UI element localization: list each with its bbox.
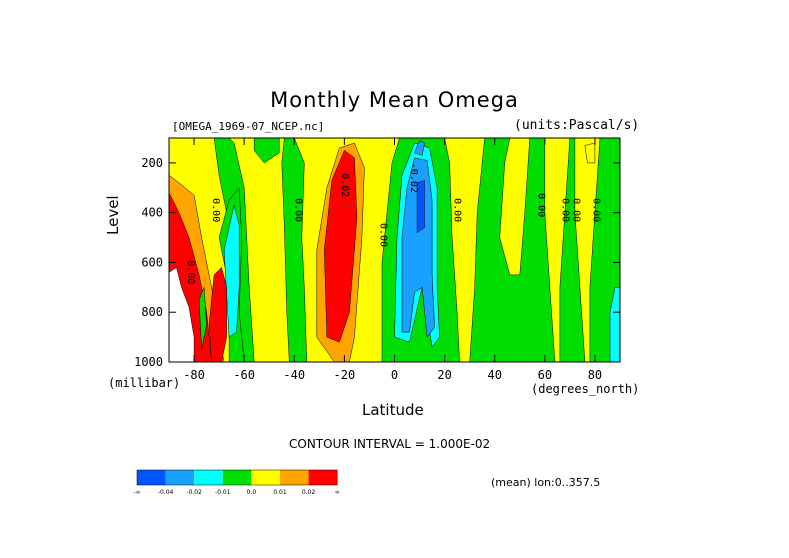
chart-title: Monthly Mean Omega bbox=[270, 88, 519, 112]
y-tick-label: 200 bbox=[141, 156, 163, 170]
colorbar-frame bbox=[136, 469, 338, 486]
contour-label: 0.00 bbox=[536, 193, 547, 217]
contour-label: 0.00 bbox=[591, 198, 602, 222]
contour-label: 0.00 bbox=[571, 198, 582, 222]
colorbar-swatch bbox=[194, 470, 223, 485]
colorbar-label: -0.01 bbox=[215, 489, 231, 496]
y-axis-units: (millibar) bbox=[108, 376, 181, 390]
y-tick-label: 600 bbox=[141, 255, 163, 269]
region-red-mid bbox=[324, 150, 358, 343]
chart-subtitle: [OMEGA_1969-07_NCEP.nc] bbox=[172, 120, 325, 133]
contour-label: 0.00 bbox=[559, 198, 570, 222]
colorbar-swatch bbox=[280, 470, 309, 485]
contour-label: 0.00 bbox=[452, 198, 463, 222]
colorbar-label: -0.02 bbox=[186, 489, 202, 496]
x-tick-label: 40 bbox=[487, 368, 501, 382]
contour-label: -0.02 bbox=[408, 163, 419, 193]
colorbar-label: -0.04 bbox=[158, 489, 174, 496]
x-tick-label: 0 bbox=[391, 368, 398, 382]
x-tick-label: 20 bbox=[437, 368, 451, 382]
region-red-sh2 bbox=[208, 266, 227, 363]
colorbar-swatch bbox=[222, 470, 252, 485]
mean-lon-label: (mean) lon:0..357.5 bbox=[491, 476, 601, 489]
region-yellow-nh bbox=[584, 142, 596, 164]
colorbar-swatch bbox=[165, 470, 195, 485]
region-blue-top bbox=[414, 140, 425, 156]
x-tick-label: -80 bbox=[183, 368, 205, 382]
region-cyan-sh bbox=[223, 205, 240, 338]
colorbar-label: 0.01 bbox=[273, 489, 287, 496]
contour-label: 0.00 bbox=[378, 223, 389, 247]
contour-label: 0.00 bbox=[210, 198, 221, 222]
x-tick-label: -40 bbox=[283, 368, 305, 382]
y-axis-label: Level bbox=[104, 195, 122, 235]
x-tick-label: -20 bbox=[334, 368, 356, 382]
contour-label: 0.00 bbox=[293, 198, 304, 222]
x-axis-units: (degrees_north) bbox=[531, 382, 640, 396]
colorbar-label: 0.0 bbox=[247, 489, 257, 496]
region-green-sh3 bbox=[198, 287, 207, 350]
contour-interval: CONTOUR INTERVAL = 1.000E-02 bbox=[289, 437, 491, 451]
units-label: (units:Pascal/s) bbox=[514, 118, 640, 133]
region-green-nh1 bbox=[469, 137, 556, 363]
region-blue-eq bbox=[401, 157, 435, 338]
region-darkblue-eq bbox=[416, 179, 425, 234]
x-tick-label: 80 bbox=[588, 368, 602, 382]
x-tick-label: 60 bbox=[538, 368, 552, 382]
contour-label: 0.02 bbox=[339, 173, 350, 197]
colorbar-label: ∞ bbox=[335, 489, 340, 496]
contour-label: 0.00 bbox=[185, 260, 196, 284]
y-tick-label: 400 bbox=[141, 206, 163, 220]
y-tick-label: 1000 bbox=[134, 355, 163, 369]
x-axis-label: Latitude bbox=[362, 401, 424, 419]
y-tick-label: 800 bbox=[141, 305, 163, 319]
colorbar-swatch bbox=[251, 470, 280, 485]
colorbar-label: -∞ bbox=[133, 489, 140, 496]
x-tick-label: -60 bbox=[233, 368, 255, 382]
colorbar-swatch bbox=[308, 470, 338, 485]
colorbar-label: 0.02 bbox=[302, 489, 316, 496]
colorbar-swatch bbox=[137, 470, 166, 485]
